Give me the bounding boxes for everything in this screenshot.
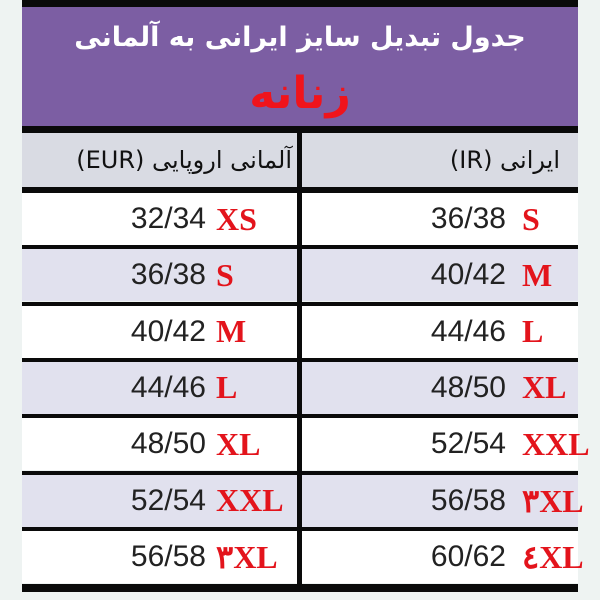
chart-title: جدول تبدیل سایز ایرانی به آلمانی bbox=[74, 22, 526, 53]
eur-number: 44/46 bbox=[130, 370, 206, 404]
ir-number: 56/58 bbox=[430, 483, 506, 517]
title-banner: جدول تبدیل سایز ایرانی به آلمانی زنانه bbox=[22, 7, 578, 126]
eur-number: 32/34 bbox=[130, 202, 206, 235]
eur-size: M bbox=[216, 313, 247, 350]
header-cell-german bbox=[22, 133, 297, 187]
eur-size: S bbox=[216, 256, 234, 293]
header-german: آلمانی اروپایی (EUR) bbox=[0, 133, 292, 187]
ir-number: 60/62 bbox=[430, 539, 506, 573]
ir-size: L bbox=[522, 313, 544, 350]
ir-size: XXL bbox=[522, 425, 590, 462]
ir-number: 36/38 bbox=[430, 202, 506, 235]
eur-size: XL bbox=[216, 425, 261, 462]
ir-size: S bbox=[522, 200, 540, 237]
ir-number: 44/46 bbox=[430, 314, 506, 348]
eur-number: 40/42 bbox=[130, 314, 206, 348]
bottom-border bbox=[22, 584, 578, 592]
header-german-label: آلمانی اروپایی (EUR) bbox=[76, 146, 292, 174]
ir-size: XL bbox=[522, 369, 567, 406]
eur-number: 52/54 bbox=[130, 483, 206, 517]
header-iranian-label: ایرانی (IR) bbox=[449, 146, 560, 174]
ir-size: ۳XL bbox=[522, 482, 584, 519]
eur-number: 56/58 bbox=[130, 539, 206, 573]
eur-size: ۳XL bbox=[216, 538, 278, 575]
ir-number: 40/42 bbox=[430, 258, 506, 292]
eur-size: XS bbox=[216, 200, 257, 237]
eur-size: XXL bbox=[216, 482, 284, 518]
header-cell-iranian bbox=[302, 133, 578, 187]
top-border bbox=[22, 0, 578, 7]
ir-size: ٤XL bbox=[522, 538, 584, 575]
chart-subtitle: زنانه bbox=[249, 68, 351, 119]
header-iranian: ایرانی (IR) bbox=[310, 133, 560, 187]
ir-number: 52/54 bbox=[430, 427, 506, 461]
eur-number: 36/38 bbox=[130, 258, 206, 292]
eur-number: 48/50 bbox=[130, 427, 206, 461]
ir-size: M bbox=[522, 256, 553, 293]
column-divider bbox=[297, 126, 302, 592]
eur-size: L bbox=[216, 369, 238, 406]
ir-number: 48/50 bbox=[430, 370, 506, 404]
